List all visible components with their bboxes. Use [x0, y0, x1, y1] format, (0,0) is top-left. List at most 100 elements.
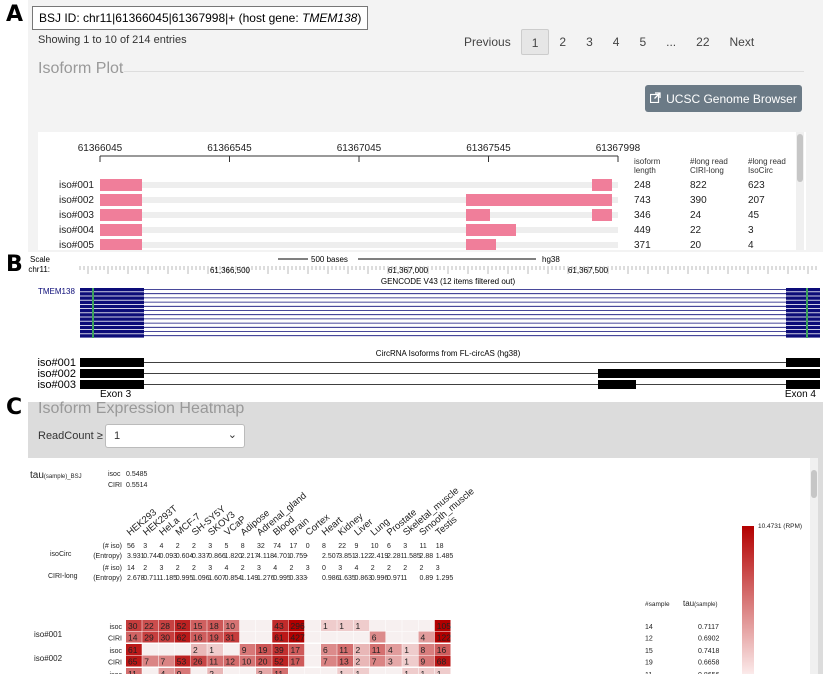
- tau-bsj-sub: (sample)_BSJ: [44, 474, 82, 480]
- isocirc-count: 207: [748, 195, 765, 206]
- heatmap-cell-value: 31: [226, 633, 236, 643]
- summary-cell: 3: [257, 565, 261, 572]
- heatmap-cell: [272, 631, 288, 643]
- heatmap-cell: [256, 644, 272, 655]
- summary-cell: 4.118: [257, 553, 274, 560]
- transcript-exon: [80, 292, 144, 296]
- pagination-page-6[interactable]: 22: [696, 35, 710, 49]
- heatmap-cell-value: 11: [339, 645, 348, 655]
- transcript-exon: [786, 313, 820, 317]
- isoform-plot-scrollbar[interactable]: [796, 132, 804, 250]
- heatmap-cell: [239, 620, 256, 631]
- heatmap-cell-value: 1: [437, 669, 442, 674]
- summary-cell: 3: [160, 565, 164, 572]
- heatmap-cell-value: 1: [404, 657, 409, 667]
- pagination: Previous 1 2 3 4 5... 22 Next: [454, 28, 764, 56]
- heatmap-row-type: isoc: [110, 672, 123, 674]
- summary-cell: 10: [371, 543, 379, 550]
- summary-cell: 2: [176, 543, 180, 550]
- ucsc-genome-browser-button[interactable]: UCSC Genome Browser: [645, 85, 802, 112]
- transcript-exon: [80, 317, 144, 321]
- pagination-page-5: ...: [666, 35, 677, 49]
- summary-cell: 0.744: [143, 553, 161, 560]
- pagination-next[interactable]: Next: [729, 35, 755, 49]
- heatmap-cell-value: 17: [291, 645, 301, 655]
- isoform-length: 248: [634, 180, 651, 191]
- heatmap-cell: [337, 668, 353, 674]
- heatmap-cell-value: 26: [193, 657, 203, 667]
- heatmap-cell-value: 122: [437, 633, 451, 643]
- heatmap-cell-value: 15: [193, 621, 203, 631]
- heatmap-cell: [272, 655, 288, 667]
- pagination-page-0[interactable]: 1: [520, 29, 550, 55]
- heatmap-cell-value: 1: [404, 669, 409, 674]
- isocirc-count: 4: [748, 240, 754, 250]
- summary-cell: 4: [225, 565, 229, 572]
- pagination-page-2[interactable]: 3: [586, 35, 593, 49]
- pagination-page-1[interactable]: 2: [559, 35, 567, 49]
- heatmap-cell-value: 3: [258, 669, 263, 674]
- assembly-label: hg38: [542, 255, 560, 264]
- summary-cell: 1.607: [208, 575, 226, 582]
- heatmap-cell-value: 61: [128, 645, 138, 655]
- summary-cell: 0.971: [387, 575, 405, 582]
- summary-cell: -: [306, 575, 309, 582]
- summary-cell: 1.096: [192, 575, 210, 582]
- heatmap-cell-value: 3: [388, 657, 393, 667]
- sample-count: 15: [645, 648, 653, 655]
- heatmap-cell: [321, 631, 337, 643]
- heatmap-cell-value: 11: [209, 657, 218, 667]
- heatmap-cell-value: 6: [372, 633, 377, 643]
- tau-isoc-label: isoc: [108, 471, 121, 478]
- heatmap-cell: [272, 620, 288, 631]
- col-header-sub: IsoCirc: [748, 166, 773, 175]
- isoform-exon: [466, 239, 496, 251]
- summary-row-label: (# iso): [103, 543, 122, 550]
- heatmap-cell: [207, 644, 223, 655]
- summary-cell: 32: [257, 543, 265, 550]
- transcript-exon: [786, 288, 820, 292]
- heatmap-cell: [353, 644, 370, 655]
- circ-exon: [786, 358, 820, 367]
- summary-cell: 2.217: [241, 553, 259, 560]
- summary-cell: 0.995: [273, 575, 291, 582]
- tau-isoc-value: 0.5485: [126, 471, 148, 478]
- summary-cell: 0: [306, 543, 310, 550]
- heatmap-cell: [126, 655, 142, 667]
- heatmap-cell-value: 62: [177, 633, 187, 643]
- isoform-exon: [100, 194, 142, 206]
- heatmap-title: Isoform Expression Heatmap: [38, 400, 245, 417]
- heatmap-cell-value: 1: [356, 669, 361, 674]
- transcript-exon: [786, 300, 820, 304]
- heatmap-cell: [288, 631, 305, 643]
- isoform-plot-title: Isoform Plot: [38, 60, 124, 77]
- ciri-long-label: CIRI-long: [48, 573, 78, 580]
- heatmap-cell: [174, 644, 191, 655]
- browser-isoform-name: iso#001: [37, 357, 76, 369]
- readcount-select[interactable]: 1 ⌄: [105, 424, 245, 448]
- heatmap-cell: [288, 644, 305, 655]
- bsj-prefix: BSJ ID: chr11|61366045|61367998|+ (host …: [39, 11, 302, 25]
- position-label: 61,367,500: [568, 266, 609, 275]
- heatmap-cell: [353, 655, 370, 667]
- heatmap-cell: [434, 620, 451, 631]
- scale-label: Scale: [30, 255, 51, 264]
- heatmap-cell-value: 1: [356, 621, 361, 631]
- heatmap-cell-value: 39: [274, 645, 284, 655]
- summary-row-label: (Entropy): [93, 575, 122, 582]
- summary-cell: 2.88: [420, 553, 434, 560]
- pagination-previous[interactable]: Previous: [464, 35, 511, 49]
- col-header-sub: CIRI-long: [690, 166, 724, 175]
- pagination-page-3[interactable]: 4: [612, 35, 620, 49]
- heatmap-cell-value: 2: [193, 645, 198, 655]
- heatmap-cell: [142, 620, 158, 631]
- heatmap-cell: [223, 620, 240, 631]
- pagination-page-4[interactable]: 5: [639, 35, 647, 49]
- transcript-exon: [786, 296, 820, 300]
- summary-cell: 8: [241, 543, 245, 550]
- summary-cell: 1.485: [436, 553, 454, 560]
- ciri-long-count: 24: [690, 210, 702, 221]
- heatmap-scrollbar[interactable]: [810, 458, 818, 674]
- heatmap-cell: [418, 668, 435, 674]
- summary-cell: 0.093: [160, 553, 178, 560]
